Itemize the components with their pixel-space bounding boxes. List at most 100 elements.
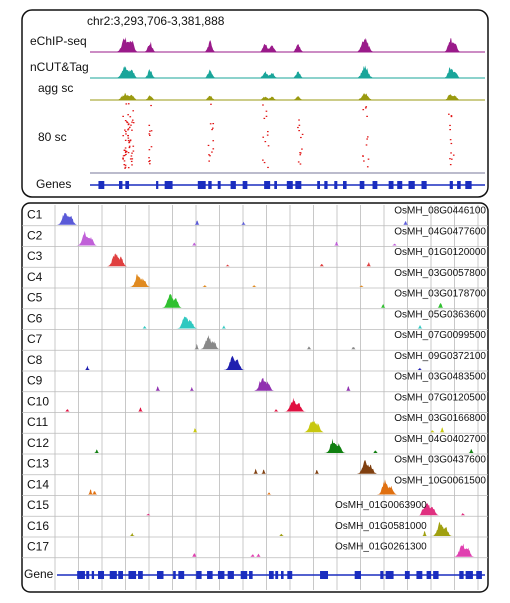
gene-name: OsMH_08G0446100: [394, 206, 486, 217]
gene-name: OsMH_01G0063900: [335, 500, 427, 511]
exon: [268, 571, 274, 579]
read-dot: [451, 158, 453, 160]
read-dot: [266, 134, 269, 136]
read-dot: [127, 129, 129, 131]
exon: [274, 181, 277, 189]
read-dot: [449, 129, 451, 131]
exon: [465, 571, 473, 579]
read-dot: [127, 152, 130, 154]
read-dot: [298, 124, 301, 126]
cluster-label: C9: [27, 374, 43, 388]
exon: [426, 571, 432, 579]
cluster-label: C7: [27, 332, 43, 346]
read-dot: [124, 150, 127, 152]
signal: [90, 92, 485, 100]
read-dot: [148, 157, 150, 159]
exon: [421, 181, 427, 189]
read-dot: [267, 131, 269, 133]
exon: [196, 571, 202, 579]
read-dot: [131, 152, 133, 154]
read-dot: [131, 121, 133, 123]
exon: [433, 571, 439, 579]
exon: [334, 181, 338, 189]
read-dot: [124, 151, 127, 153]
gene-name: OsMH_01G0581000: [335, 521, 427, 532]
read-dot: [299, 154, 302, 156]
read-dot: [299, 163, 302, 165]
read-dot: [208, 154, 210, 156]
read-dot: [123, 154, 126, 157]
read-dot: [263, 117, 266, 120]
read-dot: [298, 129, 300, 132]
read-dot: [148, 124, 151, 126]
read-dot: [130, 124, 132, 126]
read-dot: [131, 158, 134, 160]
read-dot: [150, 104, 152, 107]
read-dot: [125, 130, 127, 133]
read-dot: [211, 151, 213, 153]
read-dot: [301, 133, 304, 136]
top-panel: [21, 9, 489, 198]
read-dot: [132, 145, 135, 147]
exon: [128, 571, 137, 579]
exon: [156, 181, 159, 189]
read-dot: [365, 106, 368, 108]
read-dot: [299, 152, 301, 154]
gene-name: OsMH_05G0363600: [394, 309, 486, 320]
read-dot: [127, 128, 130, 130]
read-dot: [124, 139, 127, 141]
read-dot: [212, 122, 215, 125]
read-dot: [124, 120, 127, 122]
read-dot: [449, 124, 451, 127]
exon: [397, 181, 403, 189]
read-dot: [364, 107, 367, 109]
read-dot: [362, 109, 365, 111]
track-label: nCUT&Tag: [30, 60, 89, 74]
read-dot: [300, 136, 302, 139]
exon: [385, 571, 394, 579]
read-dot: [449, 164, 452, 166]
read-dot: [129, 116, 132, 118]
exon: [408, 181, 415, 189]
read-dot: [366, 166, 369, 168]
read-dot: [149, 163, 151, 165]
read-dot: [128, 145, 131, 147]
read-dot: [131, 164, 133, 166]
exon: [459, 571, 464, 579]
cluster-label: C1: [27, 208, 43, 222]
gene-row-label: Gene: [24, 567, 54, 581]
read-dot: [448, 113, 450, 115]
read-dot: [127, 114, 129, 116]
read-dot: [122, 157, 124, 159]
read-dot: [207, 144, 210, 147]
cluster-signal: [56, 377, 486, 391]
read-dot: [262, 136, 265, 138]
read-dot: [126, 121, 128, 123]
read-dot: [212, 140, 215, 142]
exon: [178, 571, 185, 579]
read-dot: [127, 167, 130, 169]
gene-name: OsMH_03G0166800: [394, 413, 486, 424]
read-dot: [127, 103, 130, 105]
gene-name: OsMH_07G0120500: [394, 392, 486, 403]
read-dot: [211, 128, 213, 131]
read-dot: [124, 147, 127, 149]
read-dot: [450, 115, 453, 118]
read-dot: [128, 142, 130, 144]
read-dot: [128, 126, 131, 128]
exon: [77, 571, 85, 579]
exon: [240, 571, 248, 579]
read-dot: [127, 124, 130, 126]
read-dot: [124, 166, 127, 168]
exon: [125, 181, 130, 189]
exon: [242, 181, 248, 189]
gene-name: OsMH_03G0483500: [394, 372, 486, 383]
gene-name: OsMH_01G0120000: [394, 247, 486, 258]
exon: [98, 571, 105, 579]
exon: [343, 181, 347, 189]
exon: [138, 571, 143, 579]
cluster-label: C4: [27, 270, 43, 284]
read-dot: [129, 139, 132, 142]
cluster-signal: [56, 274, 486, 287]
